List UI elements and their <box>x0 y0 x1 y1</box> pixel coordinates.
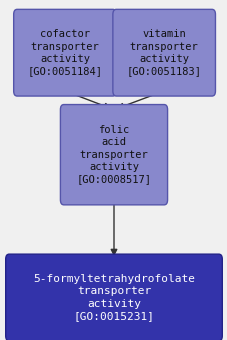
FancyBboxPatch shape <box>14 10 116 96</box>
FancyBboxPatch shape <box>6 254 221 340</box>
Text: cofactor
transporter
activity
[GO:0051184]: cofactor transporter activity [GO:005118… <box>27 29 102 76</box>
Text: vitamin
transporter
activity
[GO:0051183]: vitamin transporter activity [GO:0051183… <box>126 29 201 76</box>
Text: folic
acid
transporter
activity
[GO:0008517]: folic acid transporter activity [GO:0008… <box>76 125 151 185</box>
Text: 5-formyltetrahydrofolate
transporter
activity
[GO:0015231]: 5-formyltetrahydrofolate transporter act… <box>33 274 194 321</box>
FancyBboxPatch shape <box>112 10 215 96</box>
FancyBboxPatch shape <box>60 104 167 205</box>
